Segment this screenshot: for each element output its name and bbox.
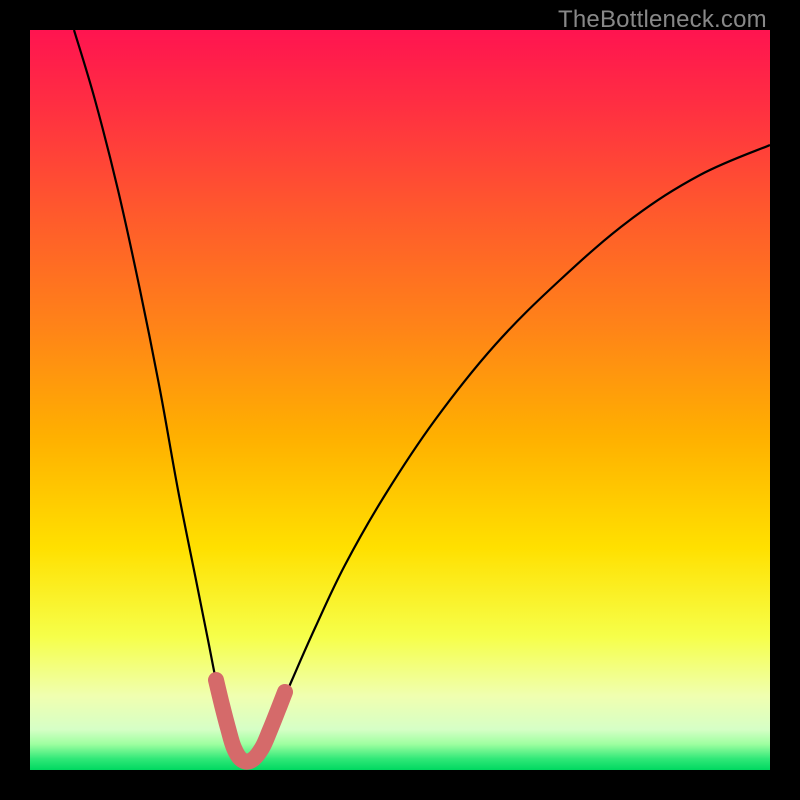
chart-canvas — [0, 0, 800, 800]
watermark-text: TheBottleneck.com — [558, 6, 767, 34]
gradient-background — [30, 30, 770, 770]
